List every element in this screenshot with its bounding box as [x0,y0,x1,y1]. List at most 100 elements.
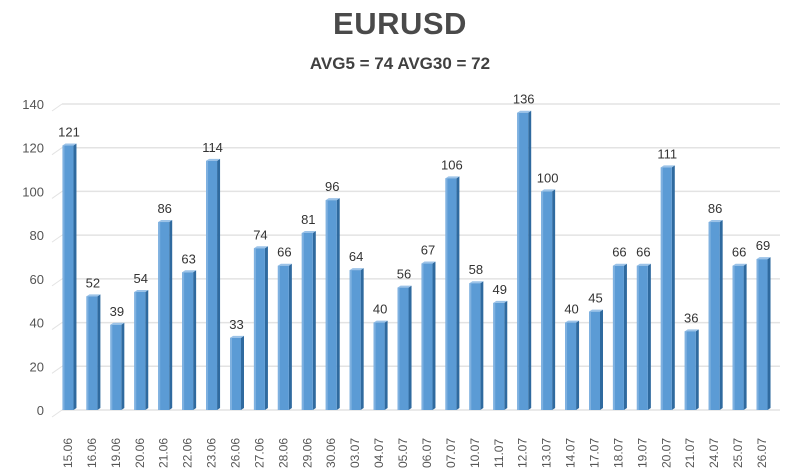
x-tick-label: 21.07 [683,438,697,468]
x-tick-label: 20.07 [659,438,673,468]
x-tick-label: 14.07 [564,438,578,468]
x-tick-label: 17.07 [588,438,602,468]
bar [421,261,436,410]
y-tick-label: 140 [22,97,44,112]
bar [612,263,627,410]
x-tick-label: 18.07 [611,438,625,468]
x-tick-label: 06.07 [420,438,434,468]
x-tick-label: 13.07 [540,438,554,468]
x-tick-label: 26.06 [229,438,243,468]
x-tick-label: 03.07 [348,438,362,468]
data-label: 136 [513,92,535,107]
data-label: 40 [564,302,578,317]
bar [732,263,747,410]
bar [493,300,508,410]
x-tick-label: 28.06 [276,438,290,468]
data-label: 74 [253,227,267,242]
data-label: 54 [134,271,148,286]
x-axis: 15.06 16.06 19.06 20.06 21.06 22.06 23.06 26.06… [61,438,769,468]
bar [517,110,532,410]
bar [230,335,244,410]
x-tick-label: 22.06 [181,438,195,468]
x-tick-label: 04.07 [372,438,386,468]
y-tick-label: 20 [30,359,44,374]
data-label: 67 [421,243,435,258]
x-tick-label: 19.06 [109,438,123,468]
data-label: 106 [441,157,463,172]
x-tick-label: 07.07 [444,438,458,468]
x-tick-label: 15.06 [61,438,75,468]
x-tick-label: 12.07 [516,438,530,468]
data-label: 33 [229,317,243,332]
bar [708,220,723,410]
x-tick-label: 24.07 [707,438,721,468]
bar [349,268,364,410]
data-label: 96 [325,179,339,194]
x-tick-label: 16.06 [85,438,99,468]
x-tick-label: 27.06 [252,438,266,468]
data-label: 69 [756,238,770,253]
data-label: 81 [301,212,315,227]
x-tick-label: 23.06 [205,438,219,468]
y-tick-label: 80 [30,228,44,243]
data-label: 64 [349,249,363,264]
bar [253,246,268,410]
data-label: 36 [684,310,698,325]
data-label: 86 [157,201,171,216]
bar [110,322,125,410]
data-label: 66 [732,245,746,260]
bar [660,165,675,410]
bar [158,220,173,410]
data-label: 100 [537,170,559,185]
gridlines [51,103,780,418]
data-label: 49 [493,282,507,297]
data-label: 66 [636,245,650,260]
x-tick-label: 20.06 [133,438,147,468]
data-label: 111 [657,146,677,161]
data-label: 63 [181,251,195,266]
y-axis: 0 20 40 60 80 100 120 140 [22,97,44,418]
x-tick-label: 11.07 [492,439,506,468]
bar [206,158,221,410]
bar [565,320,580,410]
data-label: 45 [588,291,602,306]
bar [134,289,149,410]
data-label: 66 [612,245,626,260]
x-tick-label: 29.06 [300,438,314,468]
bar [301,230,316,410]
bar [445,176,460,410]
data-label: 66 [277,245,291,260]
x-tick-label: 26.07 [755,438,769,468]
bar [86,294,101,410]
y-tick-label: 100 [22,184,44,199]
x-tick-label: 25.07 [731,438,745,468]
bar [182,270,197,410]
bar [62,143,77,410]
bar [469,281,484,410]
x-tick-label: 10.07 [468,438,482,468]
x-tick-label: 30.06 [324,438,338,468]
data-label: 40 [373,302,387,317]
bar [756,257,771,410]
chart-subtitle: AVG5 = 74 AVG30 = 72 [309,54,491,73]
data-label: 58 [469,262,483,277]
bar [373,320,388,410]
y-tick-label: 40 [30,316,44,331]
bar [325,198,340,410]
x-tick-label: 21.06 [157,438,171,468]
data-label: 39 [110,304,124,319]
x-tick-label: 19.07 [635,438,649,468]
bar [684,329,699,410]
data-label: 114 [202,140,223,155]
bar [541,189,556,410]
y-tick-label: 120 [22,141,44,156]
bar [636,263,651,410]
x-tick-label: 05.07 [396,438,410,468]
y-tick-label: 60 [30,272,44,287]
bar [397,285,412,410]
bar [277,263,292,410]
bars: 121 52 39 54 86 63 114 33 74 66 81 96 64 40 56 67 106 58 4… [58,92,771,410]
data-label: 52 [86,275,100,290]
data-label: 56 [397,267,411,282]
